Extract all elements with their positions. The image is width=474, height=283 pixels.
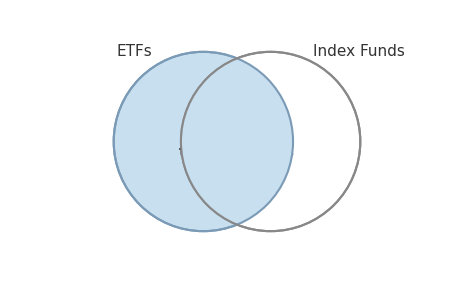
Text: ETFs: ETFs <box>117 44 152 59</box>
Circle shape <box>114 52 293 231</box>
Circle shape <box>181 52 360 231</box>
Text: Index Funds: Index Funds <box>313 44 404 59</box>
Text: Index funds
that are ETFs: Index funds that are ETFs <box>180 123 294 160</box>
PathPatch shape <box>181 58 293 225</box>
